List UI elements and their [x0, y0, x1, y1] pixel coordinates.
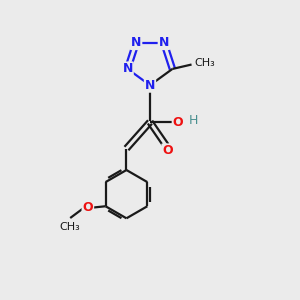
Text: N: N	[131, 36, 141, 49]
Text: CH₃: CH₃	[60, 221, 81, 232]
Text: CH₃: CH₃	[194, 58, 214, 68]
Text: N: N	[145, 79, 155, 92]
Text: O: O	[82, 201, 93, 214]
Text: N: N	[159, 36, 169, 49]
Text: O: O	[162, 144, 173, 158]
Text: O: O	[173, 116, 183, 128]
Text: N: N	[122, 62, 133, 75]
Text: H: H	[189, 114, 199, 127]
